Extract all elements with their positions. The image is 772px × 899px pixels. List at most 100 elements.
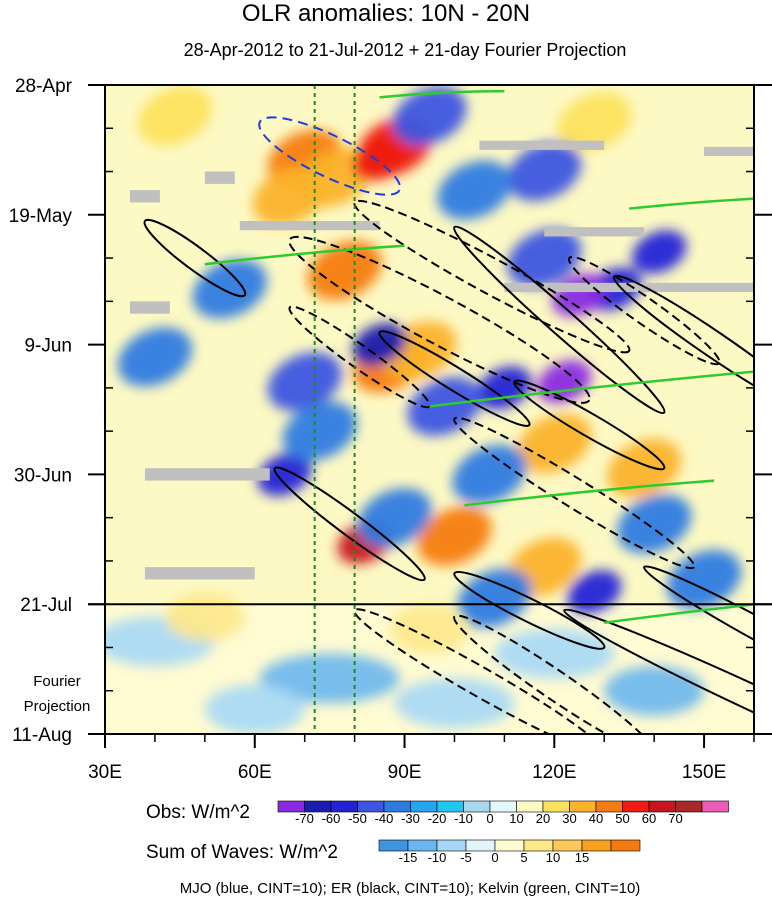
plot-frame: [88, 84, 772, 735]
chart-subtitle: 28-Apr-2012 to 21-Jul-2012 + 21-day Four…: [183, 40, 627, 60]
y-tick-label: 11-Aug: [12, 725, 72, 746]
waves-legend-label: 5: [520, 850, 527, 865]
x-tick-label: 150E: [682, 762, 726, 783]
er-contour: [453, 225, 666, 415]
waves-legend-label: 10: [546, 850, 560, 865]
obs-anomaly-cell: [567, 570, 622, 614]
obs-anomaly-cell: [357, 488, 432, 548]
obs-legend-label: 20: [536, 811, 550, 826]
obs-anomaly-cell: [267, 352, 342, 412]
obs-legend-label: 0: [486, 811, 493, 826]
obs-anomaly-cell: [557, 92, 632, 152]
axes: 28-Apr 19-May 9-Jun 30-Jun 21-Jul 11-Aug 30E 60…: [9, 76, 772, 783]
missing-data-cell: [129, 301, 170, 314]
projection-anomaly-cell: [204, 684, 305, 734]
obs-anomaly-cell: [137, 86, 213, 146]
kelvin-contour: [204, 244, 405, 266]
er-contour: [143, 218, 247, 298]
y-tick-label: 21-Jul: [20, 595, 72, 616]
obs-anomaly-cell: [437, 160, 512, 220]
x-tick-label: 120E: [532, 762, 576, 783]
missing-data-cell: [144, 567, 255, 580]
missing-data-cell: [144, 468, 270, 481]
obs-legend-label: 60: [642, 811, 656, 826]
missing-data-cell: [479, 140, 605, 150]
obs-legend-label: 40: [589, 811, 603, 826]
er-contour: [273, 466, 426, 582]
obs-anomaly-cell: [282, 401, 357, 461]
x-tick-label: 60E: [238, 762, 272, 783]
plot-border: [104, 84, 755, 735]
obs-legend-label: 50: [615, 811, 629, 826]
er-contour: [612, 274, 754, 415]
er-contour: [378, 330, 531, 427]
projection-anomaly-cell: [394, 678, 515, 728]
waves-legend-label: -10: [428, 850, 447, 865]
obs-legend-title: Obs: W/m^2: [146, 802, 250, 823]
obs-legend-label: -60: [322, 811, 341, 826]
missing-data-layer: [129, 140, 754, 580]
obs-legend-label: 10: [509, 811, 523, 826]
obs-anomaly-cell: [407, 376, 482, 436]
projection-anomaly-cell: [259, 653, 400, 704]
er-contour: [353, 608, 606, 734]
obs-legend: Obs: W/m^2 -70 -60 -50 -40 -30 -20 -10 0 10 20 30 40…: [146, 800, 729, 826]
obs-anomaly-cell: [507, 142, 582, 202]
obs-anomaly-cell: [507, 228, 582, 288]
waves-legend: Sum of Waves: W/m^2 -15 -10 -5 0 5 10 15: [146, 839, 641, 865]
waves-legend-swatch: [610, 839, 641, 852]
x-tick-label: 90E: [388, 762, 422, 783]
obs-anomaly-cell: [307, 240, 382, 300]
obs-anomaly-cell: [617, 494, 692, 554]
waves-legend-label: 0: [491, 850, 498, 865]
kelvin-contour: [429, 370, 754, 408]
obs-anomaly-cell: [392, 86, 467, 146]
obs-anomaly-cell: [252, 166, 327, 226]
waves-legend-label: -15: [399, 850, 418, 865]
y-tick-label: 9-Jun: [24, 336, 72, 357]
er-contour: [288, 305, 431, 409]
missing-data-cell: [704, 146, 754, 157]
kelvin-contour: [464, 479, 715, 507]
er-contour: [453, 416, 696, 570]
wave-contours: [143, 89, 754, 734]
er-contour: [453, 570, 606, 650]
er-contour: [563, 608, 754, 734]
waves-legend-label: 15: [575, 850, 589, 865]
projection-label: Projection: [24, 698, 91, 715]
obs-anomaly-cell: [607, 438, 682, 498]
x-tick-label: 30E: [88, 762, 122, 783]
er-contour: [643, 565, 754, 705]
kelvin-contour: [604, 603, 754, 624]
kelvin-contour: [379, 89, 505, 99]
obs-anomaly-cell: [666, 549, 742, 609]
chart-title: OLR anomalies: 10N - 20N: [241, 0, 531, 27]
missing-data-cell: [204, 171, 235, 184]
obs-anomaly-cell: [457, 568, 532, 628]
missing-data-cell: [544, 227, 645, 237]
er-contour: [288, 235, 591, 404]
obs-anomaly-cell: [117, 327, 193, 387]
projection-field: [105, 591, 705, 734]
projection-label: Fourier: [33, 673, 81, 690]
projection-anomaly-cell: [389, 604, 470, 654]
obs-anomaly-cell: [257, 452, 312, 497]
waves-legend-label: -5: [460, 850, 472, 865]
y-tick-label: 28-Apr: [15, 76, 73, 97]
obs-legend-label: -40: [375, 811, 394, 826]
waves-legend-title: Sum of Waves: W/m^2: [146, 842, 338, 863]
y-tick-label: 30-Jun: [14, 465, 72, 486]
obs-legend-swatch: [701, 800, 729, 813]
projection-anomaly-cell: [604, 666, 705, 716]
kelvin-contour: [629, 197, 754, 210]
obs-legend-label: 70: [668, 811, 682, 826]
obs-anomaly-cell: [192, 259, 267, 319]
missing-data-cell: [129, 190, 160, 203]
missing-data-cell: [504, 282, 754, 293]
obs-legend-label: -70: [295, 811, 314, 826]
obs-legend-label: 30: [562, 811, 576, 826]
obs-legend-label: -20: [428, 811, 447, 826]
contour-note: MJO (blue, CINT=10); ER (black, CINT=10)…: [180, 880, 641, 897]
obs-anomaly-cell: [452, 444, 527, 504]
